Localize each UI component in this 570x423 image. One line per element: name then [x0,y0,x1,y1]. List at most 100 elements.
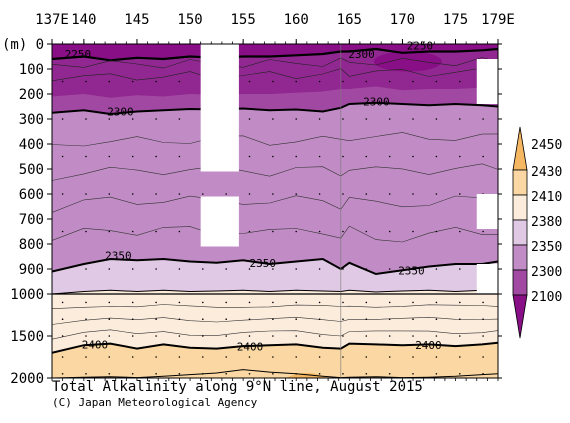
sample-dot [459,373,461,375]
sample-dot [248,373,251,375]
sample-dot [342,118,344,120]
sample-dot [202,193,204,195]
sample-dot [272,193,274,195]
sample-dot [459,268,461,270]
sample-dot [178,268,181,270]
sample-dot [342,301,344,304]
sample-dot [155,318,157,321]
sample-dot [248,80,251,83]
colorbar-cap-bottom [512,294,528,339]
sample-dot [248,268,251,270]
sample-dot [131,301,134,304]
x-tick-label: 160 [284,12,309,28]
sample-dot [482,230,484,233]
x-axis: 137E 140 145 150 155 160 165 170 175 179E [35,12,515,381]
band-2430-bottom [52,369,498,378]
sample-dot [85,356,87,358]
sample-dot [295,373,298,375]
sample-dot [248,301,251,304]
sample-dot [388,80,391,83]
sample-dot [459,356,461,358]
sample-dot [85,301,87,304]
sample-dot [459,318,461,321]
sample-dot [412,193,414,195]
isoline-intermediate [52,316,498,325]
sample-dot [85,155,87,158]
sample-dot [318,301,321,304]
sample-dot [318,80,321,83]
colorbar-label: 2100 [531,290,562,305]
sample-dot [412,155,414,158]
sample-dot [272,373,274,375]
sample-dot [459,155,461,158]
sample-dot [342,356,344,358]
sample-dot [388,193,391,195]
sample-dot [295,356,298,358]
sample-dot [178,318,181,321]
sample-dot [318,318,321,321]
sample-dot [61,301,64,304]
filled-contours [52,44,498,378]
sample-dot [85,335,87,337]
colorbar-segment [512,244,528,271]
y-tick-label: 700 [19,212,44,228]
contour-label: 2300 [348,48,375,61]
y-tick-label: 2000 [10,371,44,387]
sample-dot [342,80,344,83]
sample-dot [459,230,461,233]
sample-dot [225,268,227,270]
sample-dot [178,301,181,304]
band-2300-2350 [52,102,498,274]
colorbar-segment [512,269,528,296]
sample-dot [61,268,64,270]
sample-dot [85,80,87,83]
colorbar-label: 2350 [531,240,562,255]
sample-dot [388,118,391,120]
y-axis: 0 100 200 300 400 500 600 700 800 900 1000 1500 2000 [10,37,502,387]
sample-dot [248,356,251,358]
sample-dot [318,155,321,158]
sample-dot [365,155,368,158]
sample-dot [412,230,414,233]
sample-dot [108,268,111,270]
y-tick-label: 900 [19,262,44,278]
sample-dot [272,118,274,120]
sample-dot [295,118,298,120]
sample-dot [295,80,298,83]
missing-data-box [476,264,498,294]
sample-dot [178,193,181,195]
x-tick-label: 170 [390,12,415,28]
sample-dot [318,268,321,270]
colorbar-label: 2430 [531,165,562,180]
sample-dot [178,155,181,158]
sample-dot [108,301,111,304]
sample-dot [295,230,298,233]
sample-dot [365,118,368,120]
sample-dot [388,301,391,304]
sample-dot [155,230,157,233]
sample-dot [365,335,368,337]
sample-dot [202,356,204,358]
sample-dot [248,318,251,321]
sample-dot [248,118,251,120]
sample-dot [202,373,204,375]
sample-dot [225,318,227,321]
sample-dot [295,193,298,195]
sample-dot [388,373,391,375]
sample-dot [131,193,134,195]
sample-dot [131,230,134,233]
sample-dot [108,230,111,233]
chart-title: Total Alkalinity along 9°N line, August … [52,379,423,395]
sample-dot [108,193,111,195]
y-tick-label: 400 [19,137,44,153]
sample-dot [202,301,204,304]
sample-dot [365,230,368,233]
sample-dot [61,318,64,321]
sample-dot [131,80,134,83]
sample-dot [178,118,181,120]
sample-dot [178,335,181,337]
sample-dot [412,268,414,270]
sample-dot [365,356,368,358]
contour-label: 2400 [237,341,263,354]
sample-dot [85,373,87,375]
